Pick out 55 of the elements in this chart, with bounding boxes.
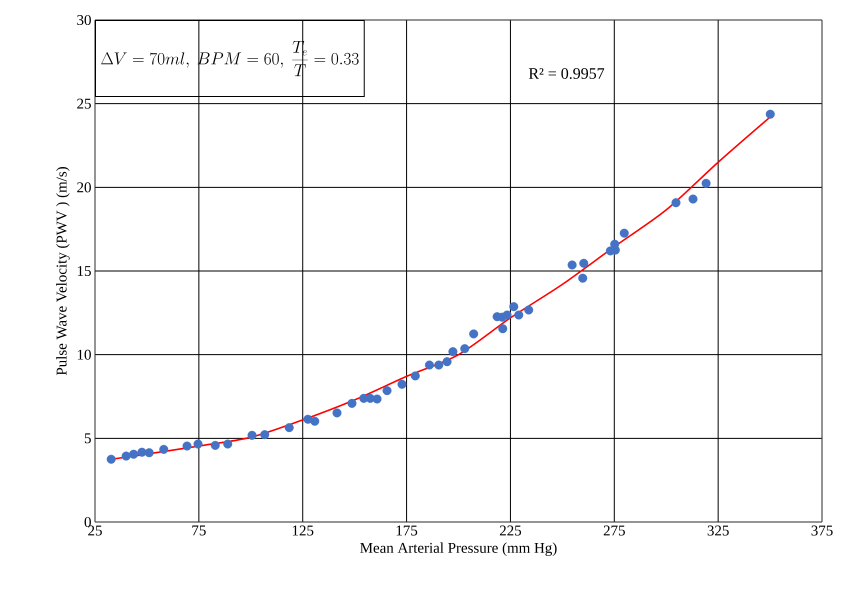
y-tick-label: 5 [84, 433, 91, 444]
point [223, 440, 232, 449]
x-tick-label: 375 [812, 526, 833, 536]
point [688, 194, 698, 204]
point [332, 408, 342, 418]
point [106, 454, 116, 464]
point [182, 442, 192, 451]
point [509, 302, 518, 312]
point [122, 452, 131, 461]
x-tick-label: 175 [396, 526, 418, 536]
point [194, 440, 203, 449]
point [469, 329, 478, 338]
point [410, 371, 420, 380]
point [766, 110, 775, 119]
y-tick-label: 15 [78, 266, 91, 276]
point [284, 423, 294, 432]
y-axis-title: Pulse Wave Velocity (PWV ) (m/s) [56, 167, 70, 376]
y-tick-label: 20 [77, 182, 91, 192]
point [448, 347, 458, 356]
y-tick-label: 30 [77, 14, 91, 26]
x-tick-label: 125 [292, 526, 314, 536]
x-axis-title: Mean Arterial Pressure (mm Hg) [360, 542, 557, 556]
point [702, 178, 711, 188]
point [578, 274, 588, 283]
point [372, 394, 382, 404]
y-tick-label: 10 [78, 350, 91, 360]
point [502, 310, 512, 320]
point [620, 228, 629, 238]
x-tick-label: 275 [604, 526, 625, 536]
point [514, 310, 524, 320]
point [398, 380, 407, 389]
point [434, 360, 444, 370]
y-tick-label: 25 [77, 98, 91, 109]
point [347, 398, 356, 408]
point [568, 260, 577, 270]
point [310, 416, 320, 426]
point [382, 386, 392, 396]
point [144, 448, 154, 458]
x-tick-label: 325 [708, 526, 729, 536]
point [260, 430, 270, 440]
annotation: R² = 0.9957 [528, 68, 604, 79]
point [129, 450, 138, 459]
point [460, 344, 470, 354]
point [210, 440, 220, 450]
point [159, 444, 168, 454]
point [524, 305, 534, 314]
y-tick-label: 0 [84, 516, 91, 528]
point [671, 198, 680, 208]
point [498, 324, 508, 334]
x-tick-label: 225 [500, 526, 522, 536]
x-tick-label: 75 [192, 526, 206, 536]
point [248, 430, 257, 440]
point [442, 357, 452, 366]
point [579, 258, 588, 268]
point [424, 360, 434, 370]
